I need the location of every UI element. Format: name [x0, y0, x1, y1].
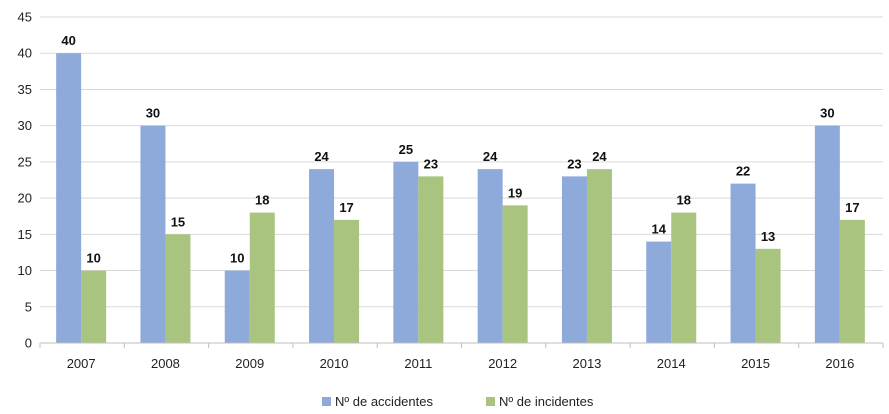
data-label: 18	[255, 193, 269, 208]
data-label: 10	[86, 251, 100, 266]
y-tick-label: 40	[18, 46, 32, 61]
y-tick-label: 10	[18, 263, 32, 278]
bar	[81, 271, 106, 343]
x-tick-label: 2013	[572, 356, 601, 371]
bar	[731, 184, 756, 343]
data-label: 14	[652, 222, 667, 237]
y-tick-label: 35	[18, 82, 32, 97]
bar	[393, 162, 418, 343]
y-tick-label: 30	[18, 118, 32, 133]
data-label: 10	[230, 251, 244, 266]
y-tick-label: 15	[18, 227, 32, 242]
data-label: 19	[508, 185, 522, 200]
bar	[562, 176, 587, 343]
data-label: 24	[592, 149, 607, 164]
data-label: 17	[845, 200, 859, 215]
x-tick-label: 2008	[151, 356, 180, 371]
bar	[587, 169, 612, 343]
bar	[56, 53, 81, 343]
data-label: 17	[339, 200, 353, 215]
x-tick-label: 2011	[404, 356, 432, 371]
x-tick-label: 2016	[825, 356, 854, 371]
legend: Nº de accidentes Nº de incidentes	[322, 394, 594, 409]
y-tick-label: 25	[18, 154, 32, 169]
data-label: 18	[677, 193, 691, 208]
bar	[756, 249, 781, 343]
x-axis-ticks: 2007 2008 2009 2010 2011 2012 2013 2014 2015 2016	[40, 343, 883, 371]
bar	[418, 176, 443, 343]
bar	[334, 220, 359, 343]
bar	[503, 205, 528, 343]
data-label: 23	[424, 156, 438, 171]
x-tick-label: 2009	[235, 356, 264, 371]
data-label: 23	[567, 156, 581, 171]
legend-label: Nº de incidentes	[499, 394, 594, 409]
y-tick-label: 0	[25, 336, 32, 351]
x-tick-label: 2010	[320, 356, 349, 371]
x-tick-label: 2007	[67, 356, 96, 371]
data-label: 25	[399, 142, 413, 157]
y-tick-label: 5	[25, 299, 32, 314]
y-tick-label: 45	[18, 10, 32, 25]
data-label: 30	[146, 106, 160, 121]
bar	[250, 213, 275, 343]
bar	[478, 169, 503, 343]
bar	[646, 242, 671, 343]
legend-swatch	[322, 397, 331, 406]
bar	[309, 169, 334, 343]
legend-swatch	[486, 397, 495, 406]
bar	[840, 220, 865, 343]
x-tick-label: 2014	[657, 356, 686, 371]
x-tick-label: 2012	[488, 356, 517, 371]
data-label: 40	[61, 33, 75, 48]
bar	[165, 234, 190, 343]
legend-label: Nº de accidentes	[335, 394, 433, 409]
bar	[815, 126, 840, 343]
data-label: 30	[820, 106, 834, 121]
data-label: 15	[171, 214, 185, 229]
data-label: 24	[483, 149, 498, 164]
bar	[671, 213, 696, 343]
data-label: 24	[314, 149, 329, 164]
x-tick-label: 2015	[741, 356, 770, 371]
data-label: 22	[736, 164, 750, 179]
bar	[140, 126, 165, 343]
bar	[225, 271, 250, 343]
y-tick-label: 20	[18, 191, 32, 206]
data-label: 13	[761, 229, 775, 244]
y-axis-ticks: 0 5 10 15 20 25 30 35 40 45	[18, 10, 32, 351]
